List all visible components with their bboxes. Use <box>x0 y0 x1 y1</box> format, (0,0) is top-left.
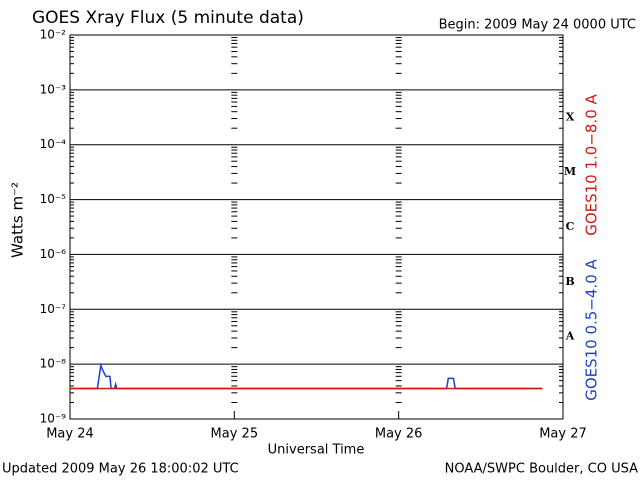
y-axis-label: Watts m⁻² <box>9 182 27 258</box>
y-tick-label: 10⁻³ <box>40 82 67 96</box>
x-tick-label: May 26 <box>375 427 423 442</box>
source-label: NOAA/SWPC Boulder, CO USA <box>445 462 638 477</box>
x-tick-label: May 24 <box>46 427 94 442</box>
flare-class: B <box>565 275 574 288</box>
y-tick-label: 10⁻⁷ <box>40 302 67 316</box>
y-tick-label: 10⁻⁸ <box>40 357 67 371</box>
flare-class: X <box>566 110 575 123</box>
x-tick-label: May 27 <box>539 427 587 442</box>
y-tick-label: 10⁻⁹ <box>40 412 67 426</box>
begin-label: Begin: 2009 May 24 0000 UTC <box>439 18 636 33</box>
legend-label: GOES10 1.0−8.0 A <box>583 93 601 235</box>
x-axis-label: Universal Time <box>268 443 365 458</box>
flare-class: M <box>564 165 576 178</box>
y-tick-label: 10⁻⁶ <box>40 247 67 261</box>
legend-label: GOES10 0.5−4.0 A <box>583 258 601 400</box>
y-tick-label: 10⁻² <box>40 28 67 42</box>
flare-class: A <box>565 330 575 343</box>
y-tick-label: 10⁻⁵ <box>40 192 67 206</box>
chart-title: GOES Xray Flux (5 minute data) <box>32 8 304 28</box>
y-tick-label: 10⁻⁴ <box>40 137 67 151</box>
series-line <box>70 362 543 390</box>
plot-frame <box>69 34 564 420</box>
updated-label: Updated 2009 May 26 18:00:02 UTC <box>2 462 239 477</box>
flare-class: C <box>566 220 575 233</box>
x-tick-label: May 25 <box>211 427 259 442</box>
